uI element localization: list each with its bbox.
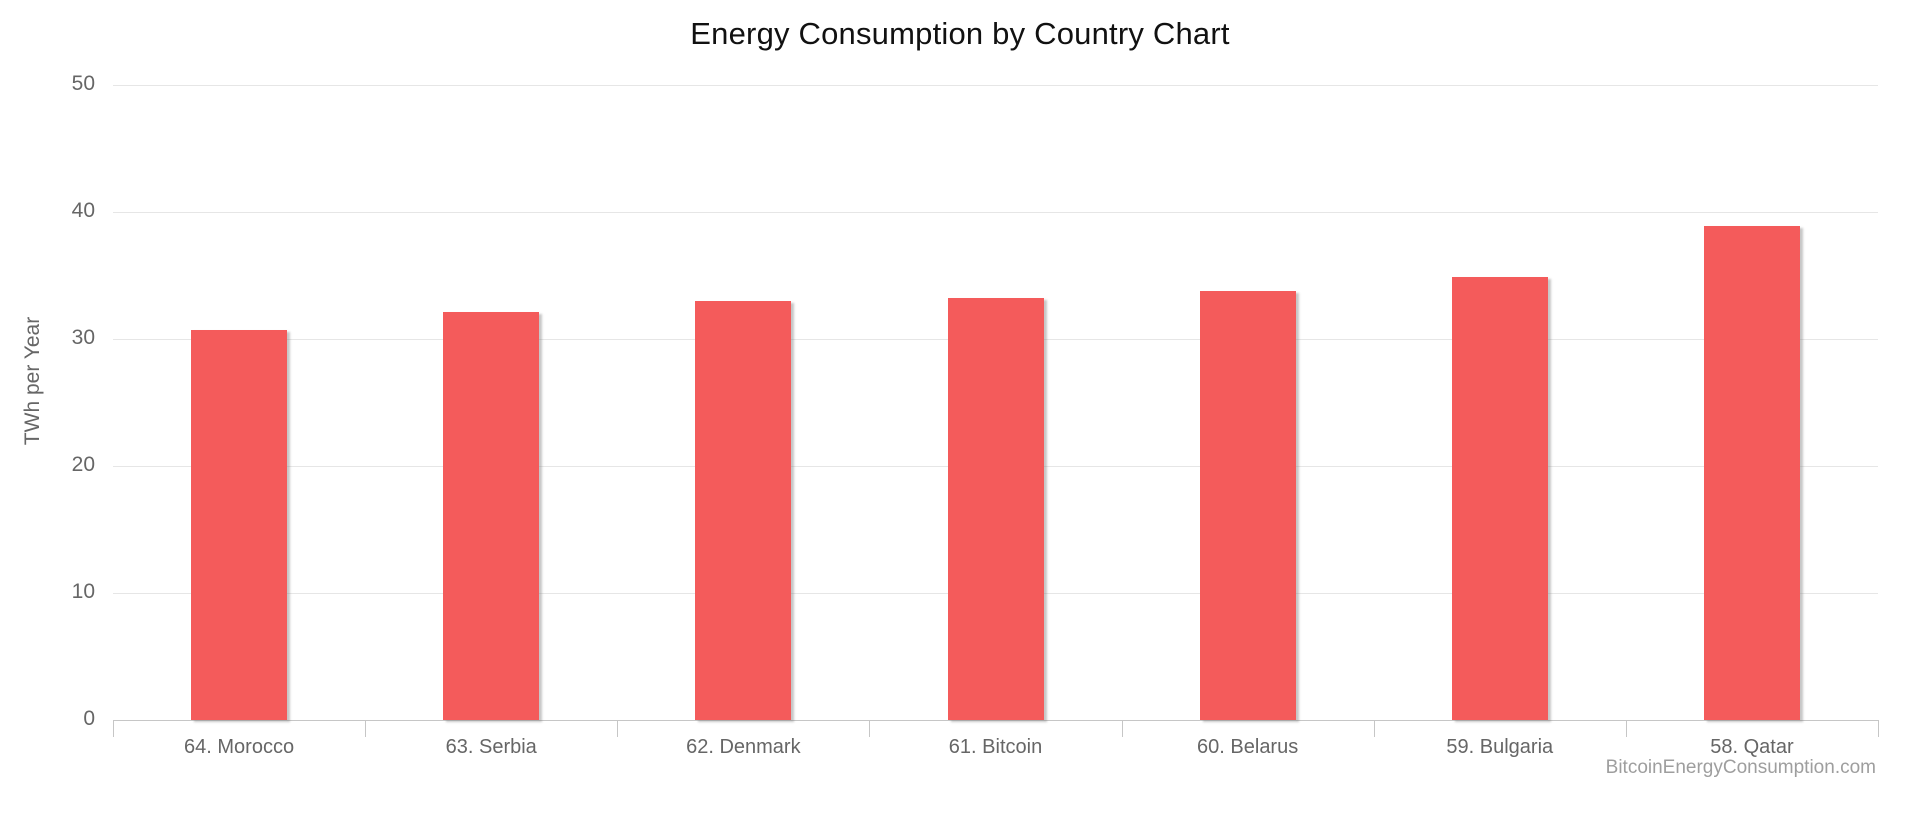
x-axis-line (113, 720, 1879, 721)
x-axis-tick (1625, 720, 1627, 737)
y-axis-tick-label: 20 (71, 453, 95, 476)
y-axis-tick-label: 10 (71, 580, 95, 603)
y-axis-tick-label: 30 (71, 326, 95, 349)
watermark: BitcoinEnergyConsumption.com (1605, 757, 1876, 778)
x-label-63-serbia: 63. Serbia (445, 736, 537, 758)
bar-64-morocco[interactable] (191, 330, 288, 720)
y-axis-tick-label: 0 (83, 707, 95, 730)
y-axis-tick-label: 40 (71, 199, 95, 222)
bar-60-belarus[interactable] (1199, 290, 1296, 720)
x-label-59-bulgaria: 59. Bulgaria (1446, 736, 1554, 758)
x-label-58-qatar: 58. Qatar (1710, 736, 1794, 758)
x-axis-tick (869, 720, 871, 737)
x-label-62-denmark: 62. Denmark (686, 736, 801, 758)
gridline-40 (113, 212, 1878, 213)
x-axis-tick (1373, 720, 1375, 737)
x-label-64-morocco: 64. Morocco (184, 736, 295, 758)
x-label-60-belarus: 60. Belarus (1197, 736, 1299, 758)
gridline-50 (113, 85, 1878, 86)
x-axis-tick (617, 720, 619, 737)
x-axis-tick (113, 720, 114, 737)
bar-59-bulgaria[interactable] (1451, 276, 1548, 720)
bar-62-denmark[interactable] (695, 300, 792, 720)
bar-61-bitcoin[interactable] (947, 298, 1044, 720)
chart-title: Energy Consumption by Country Chart (690, 16, 1230, 51)
x-axis-tick (365, 720, 367, 737)
y-axis-tick-label: 50 (71, 72, 95, 95)
bar-58-qatar[interactable] (1703, 225, 1800, 720)
bar-63-serbia[interactable] (443, 312, 540, 720)
x-axis-tick (1121, 720, 1123, 737)
x-label-61-bitcoin: 61. Bitcoin (948, 736, 1043, 758)
x-axis-tick (1878, 720, 1879, 737)
